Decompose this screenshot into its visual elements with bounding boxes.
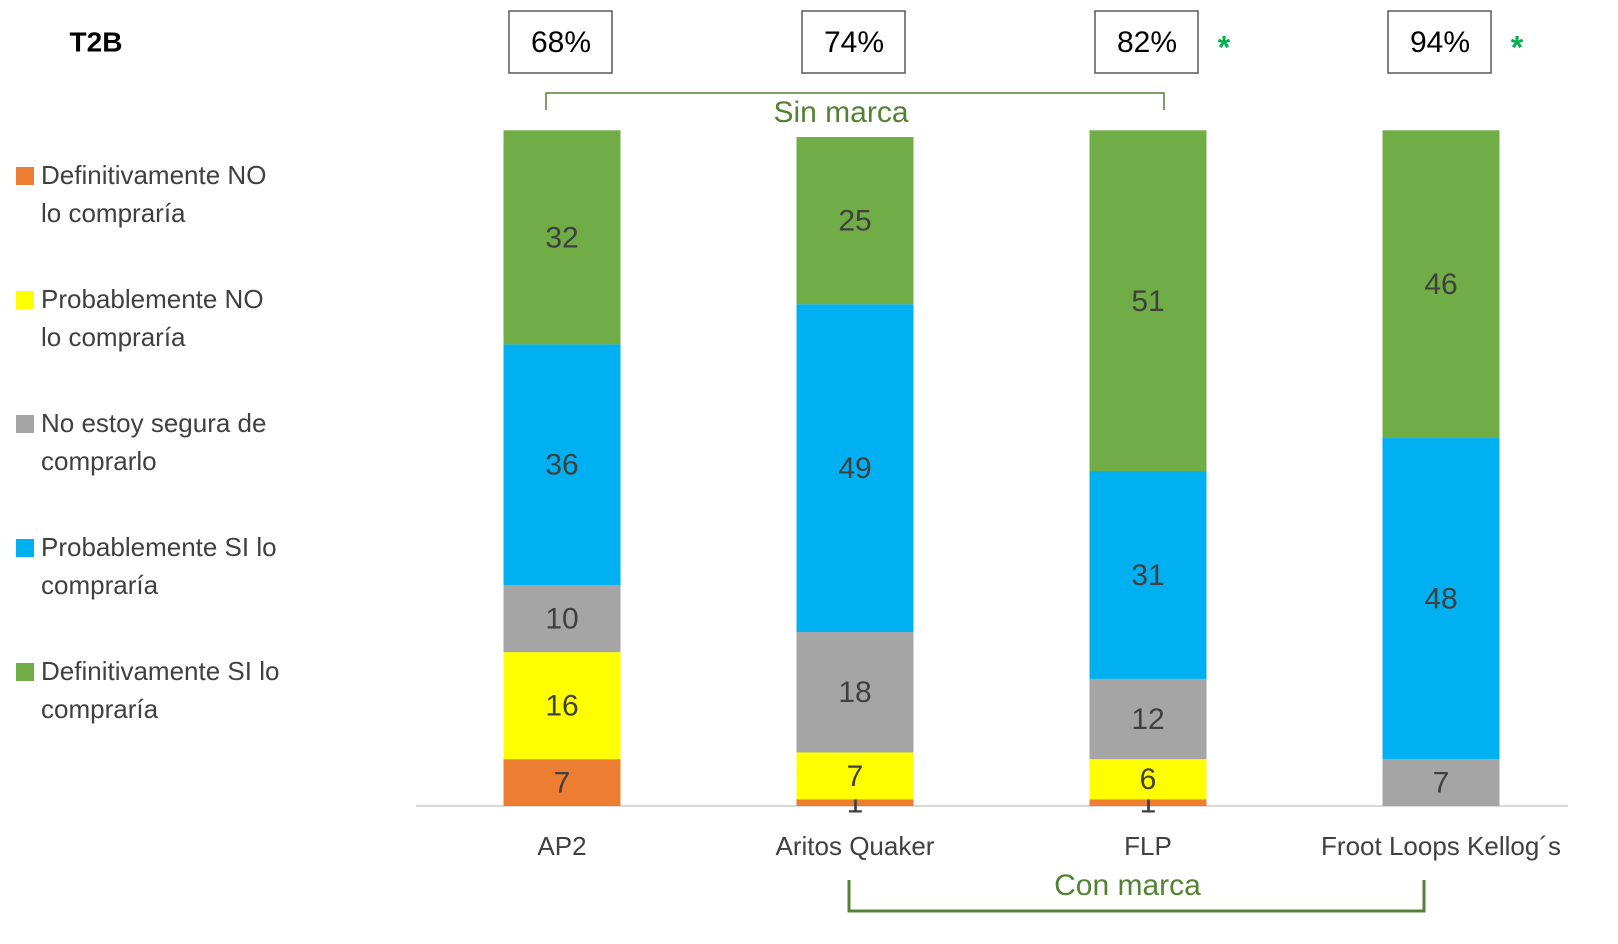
bar-segment (503, 344, 621, 586)
data-label: 31 (1131, 559, 1164, 592)
bar-segment (1382, 438, 1500, 760)
x-tick-label: Aritos Quaker (776, 831, 935, 861)
group-bracket (545, 92, 1165, 110)
legend-label: Definitivamente SI lo compraría (41, 656, 280, 724)
legend-item: Definitivamente NO lo compraría (16, 156, 296, 280)
t2b-value: 94% (1410, 26, 1470, 59)
group-label: Con marca (1054, 869, 1201, 902)
data-label: 6 (1140, 763, 1157, 796)
legend-item: Probablemente NO lo compraría (16, 280, 296, 404)
bar-segment (503, 130, 621, 345)
t2b-value: 82% (1117, 26, 1177, 59)
data-label: 7 (847, 760, 864, 793)
bar-segment (796, 137, 914, 305)
data-label: 7 (1433, 767, 1450, 800)
t2b-value: 74% (824, 26, 884, 59)
legend-item: No estoy segura de comprarlo (16, 404, 296, 528)
data-label: 12 (1131, 703, 1164, 736)
bar-segment (796, 304, 914, 633)
legend-swatch (16, 167, 34, 185)
legend-swatch (16, 539, 34, 557)
bar-segment (796, 632, 914, 753)
bar-segment (1089, 678, 1207, 760)
data-label: 16 (545, 690, 578, 723)
bar-segment (503, 585, 621, 653)
legend-item: Probablemente SI lo compraría (16, 528, 296, 652)
bar-segment (1382, 130, 1500, 439)
bar-segment (1089, 130, 1207, 472)
data-label: 7 (554, 767, 571, 800)
data-label: 46 (1424, 268, 1457, 301)
legend-swatch (16, 663, 34, 681)
x-tick-label: Froot Loops Kellog´s (1321, 831, 1561, 861)
data-label: 18 (838, 676, 871, 709)
data-label: 51 (1131, 285, 1164, 318)
bar-segment (1089, 759, 1207, 800)
legend-item: Definitivamente SI lo compraría (16, 652, 296, 776)
legend-label: Probablemente SI lo compraría (41, 532, 277, 600)
data-label: 36 (545, 449, 578, 482)
data-label: 48 (1424, 583, 1457, 616)
legend-swatch (16, 415, 34, 433)
significance-mark: * (1511, 29, 1524, 65)
legend-label: No estoy segura de comprarlo (41, 408, 267, 476)
legend: Definitivamente NO lo compraría Probablem… (16, 156, 296, 776)
bar-segment (503, 652, 621, 760)
t2b-box (801, 10, 906, 74)
legend-label: Definitivamente NO lo compraría (41, 160, 267, 228)
data-label: 49 (838, 452, 871, 485)
t2b-box (508, 10, 613, 74)
legend-swatch (16, 291, 34, 309)
bar-segment (1089, 471, 1207, 679)
group-label: Sin marca (773, 96, 908, 129)
bar-segment (796, 799, 914, 806)
x-tick-label: FLP (1124, 831, 1172, 861)
significance-mark: * (1218, 29, 1231, 65)
t2b-value: 68% (531, 26, 591, 59)
data-label: 10 (545, 603, 578, 636)
bar-segment (796, 752, 914, 800)
t2b-label: T2B (70, 26, 123, 57)
group-bracket (847, 880, 1426, 913)
bar-segment (1089, 799, 1207, 806)
t2b-box (1094, 10, 1199, 74)
bar-segment (503, 759, 621, 806)
data-label: 25 (838, 205, 871, 238)
t2b-box (1387, 10, 1492, 74)
data-label: 32 (545, 221, 578, 254)
x-tick-label: AP2 (537, 831, 586, 861)
legend-label: Probablemente NO lo compraría (41, 284, 264, 352)
bar-segment (1382, 759, 1500, 806)
